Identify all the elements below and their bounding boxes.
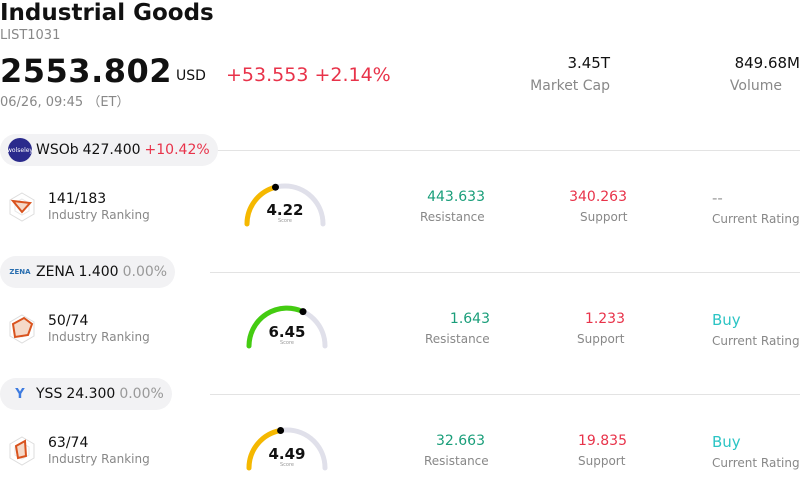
stock-symbol: YSS	[36, 386, 63, 402]
page-title: Industrial Goods	[0, 0, 214, 26]
industry-ranking-value: 63/74	[48, 435, 89, 451]
stock-change: 0.00%	[122, 264, 168, 280]
volume-label: Volume	[729, 78, 782, 94]
score-value: 4.49	[268, 445, 306, 463]
industry-ranking-value: 50/74	[48, 313, 89, 329]
score-label: Score	[277, 218, 292, 224]
resistance-label: Resistance	[420, 210, 485, 224]
yss-logo-icon: Y	[8, 382, 32, 406]
industry-ranking-label: Industry Ranking	[48, 330, 150, 344]
current-rating-value: Buy	[712, 433, 741, 451]
current-rating-value: Buy	[712, 311, 741, 329]
current-rating-label: Current Rating	[712, 334, 800, 348]
industry-ranking-label: Industry Ranking	[48, 452, 150, 466]
support-label: Support	[577, 332, 625, 346]
index-change: +53.553 +2.14%	[226, 64, 391, 86]
resistance-value: 1.643	[449, 311, 490, 327]
score-label: Score	[279, 340, 294, 346]
change-percent: +2.14%	[314, 64, 391, 86]
market-cap-value: 3.45T	[567, 54, 610, 72]
volume-value: 849.68M	[734, 54, 800, 72]
stock-pill-zena[interactable]: ZENA ZENA 1.400 0.00%	[0, 256, 176, 288]
support-value: 19.835	[578, 433, 627, 449]
timestamp: 06/26, 09:45 （ET）	[0, 95, 130, 110]
support-label: Support	[578, 454, 626, 468]
score-value: 6.45	[268, 323, 306, 341]
stock-pill-wsob[interactable]: wolseley WSOb 427.400 +10.42%	[0, 134, 218, 166]
currency-label: USD	[176, 68, 206, 84]
current-rating-label: Current Rating	[712, 456, 800, 470]
ranking-radar-icon	[9, 192, 35, 222]
score-gauge	[246, 305, 328, 349]
ranking-radar-icon	[9, 314, 35, 344]
stock-pill-yss[interactable]: Y YSS 24.300 0.00%	[0, 378, 172, 410]
support-label: Support	[580, 210, 628, 224]
stock-price: 24.300	[66, 386, 116, 402]
market-cap-label: Market Cap	[530, 78, 610, 94]
current-rating-value: --	[712, 189, 723, 207]
industry-ranking-value: 141/183	[48, 191, 107, 207]
stock-change: +10.42%	[144, 142, 210, 158]
stock-symbol: WSOb	[36, 142, 79, 158]
change-value: +53.553	[226, 64, 309, 86]
current-rating-label: Current Rating	[712, 212, 800, 226]
resistance-label: Resistance	[424, 454, 489, 468]
wolseley-logo-icon: wolseley	[7, 138, 33, 162]
score-label: Score	[279, 462, 294, 468]
index-code: LIST1031	[0, 28, 61, 43]
stock-symbol: ZENA	[36, 264, 75, 280]
score-value: 4.22	[266, 201, 304, 219]
resistance-label: Resistance	[425, 332, 490, 346]
ranking-radar-icon	[9, 436, 35, 466]
support-value: 340.263	[569, 189, 627, 205]
industry-ranking-label: Industry Ranking	[48, 208, 150, 222]
resistance-value: 32.663	[436, 433, 485, 449]
stock-change: 0.00%	[119, 386, 164, 402]
stock-price: 1.400	[78, 264, 119, 280]
zena-logo-icon: ZENA	[8, 260, 32, 284]
support-value: 1.233	[584, 311, 625, 327]
resistance-value: 443.633	[427, 189, 485, 205]
index-price: 2553.802	[0, 52, 173, 90]
score-gauge	[246, 427, 328, 471]
score-gauge	[244, 183, 326, 227]
stock-price: 427.400	[82, 142, 141, 158]
